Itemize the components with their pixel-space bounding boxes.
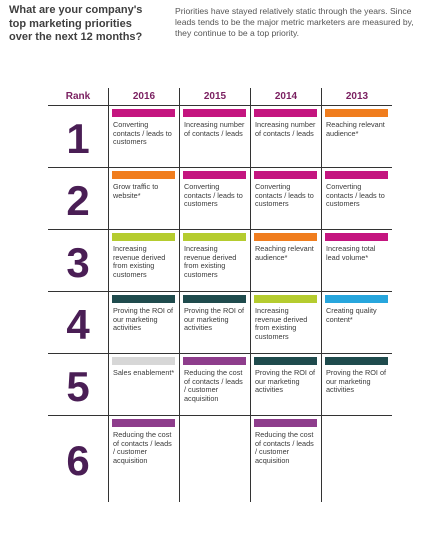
priority-color-bar [325,233,388,241]
priority-cell: Converting contacts / leads to customers [321,168,392,230]
priority-cell: Increasing revenue derived from existing… [250,292,321,354]
priority-text: Increasing revenue derived from existing… [113,244,166,279]
priority-color-bar [325,109,388,117]
priority-cell: Converting contacts / leads to customers [250,168,321,230]
priority-text: Reaching relevant audience* [326,120,385,138]
header-year-2016: 2016 [108,88,179,106]
priority-cell: Proving the ROI of our marketing activit… [108,292,179,354]
priority-cell: Grow traffic to website* [108,168,179,230]
priority-cell: Proving the ROI of our marketing activit… [321,354,392,416]
priority-cell: Increasing revenue derived from existing… [108,230,179,292]
priority-text: Proving the ROI of our marketing activit… [326,368,387,395]
header-year-2015: 2015 [179,88,250,106]
priority-text: Increasing number of contacts / leads [255,120,316,138]
priority-cell: Sales enablement* [108,354,179,416]
priority-color-bar [254,419,317,427]
priority-text: Proving the ROI of our marketing activit… [184,306,245,333]
header-year-2014: 2014 [250,88,321,106]
priority-cell: Increasing revenue derived from existing… [179,230,250,292]
priority-cell [179,416,250,502]
rank-number: 6 [66,437,90,484]
priority-color-bar [254,357,317,365]
priority-cell: Reducing the cost of contacts / leads / … [179,354,250,416]
priority-text: Converting contacts / leads to customers [326,182,385,209]
rank-number: 3 [48,230,108,292]
priority-color-bar [183,233,246,241]
priority-text: Converting contacts / leads to customers [255,182,314,209]
rank-number: 2 [48,168,108,230]
rank-number: 1 [48,106,108,168]
priority-text: Reducing the cost of contacts / leads / … [255,430,314,465]
intro-text: Priorities have stayed relatively static… [175,6,414,38]
priority-text: Reaching relevant audience* [255,244,314,262]
priority-text: Creating quality content* [326,306,377,324]
priority-color-bar [112,171,175,179]
priority-color-bar [112,295,175,303]
priority-color-bar [183,109,246,117]
header-year-2013: 2013 [321,88,392,106]
priority-text: Increasing revenue derived from existing… [184,244,237,279]
priority-color-bar [325,295,388,303]
priority-cell: Increasing total lead volume* [321,230,392,292]
survey-question: What are your company's top marketing pr… [9,4,143,43]
priority-color-bar [325,357,388,365]
priority-text: Increasing number of contacts / leads [184,120,245,138]
priority-text: Grow traffic to website* [113,182,159,200]
priority-cell: Reaching relevant audience* [250,230,321,292]
priority-cell: Increasing number of contacts / leads [179,106,250,168]
priority-color-bar [112,233,175,241]
priority-cell: Reaching relevant audience* [321,106,392,168]
priority-color-bar [254,109,317,117]
priority-color-bar [254,295,317,303]
priority-cell: Converting contacts / leads to customers [108,106,179,168]
priority-text: Converting contacts / leads to customers [113,120,172,147]
priority-text: Converting contacts / leads to customers [184,182,243,209]
priority-cell: Proving the ROI of our marketing activit… [179,292,250,354]
header-rank: Rank [48,88,108,106]
priority-text: Proving the ROI of our marketing activit… [255,368,316,395]
priority-cell: Proving the ROI of our marketing activit… [250,354,321,416]
priority-color-bar [183,357,246,365]
rank-number: 5 [48,354,108,416]
priority-cell: Reducing the cost of contacts / leads / … [250,416,321,502]
priority-color-bar [254,171,317,179]
priority-text: Sales enablement* [113,368,175,377]
priority-color-bar [112,357,175,365]
priority-text: Reducing the cost of contacts / leads / … [113,430,172,465]
priority-text: Proving the ROI of our marketing activit… [113,306,174,333]
priority-text: Increasing revenue derived from existing… [255,306,308,341]
priority-cell: Converting contacts / leads to customers [179,168,250,230]
priority-text: Reducing the cost of contacts / leads / … [184,368,243,403]
priority-cell [321,416,392,502]
priority-cell: Increasing number of contacts / leads [250,106,321,168]
priority-color-bar [183,171,246,179]
priority-color-bar [325,171,388,179]
priority-text: Increasing total lead volume* [326,244,376,262]
priority-color-bar [183,295,246,303]
priority-cell: Creating quality content* [321,292,392,354]
priority-cell: Reducing the cost of contacts / leads / … [108,416,179,502]
rank-number: 4 [48,292,108,354]
priority-color-bar [112,109,175,117]
priority-color-bar [254,233,317,241]
priority-color-bar [112,419,175,427]
priorities-table: Rank 2016 2015 2014 2013 1 Converting con… [48,88,392,502]
